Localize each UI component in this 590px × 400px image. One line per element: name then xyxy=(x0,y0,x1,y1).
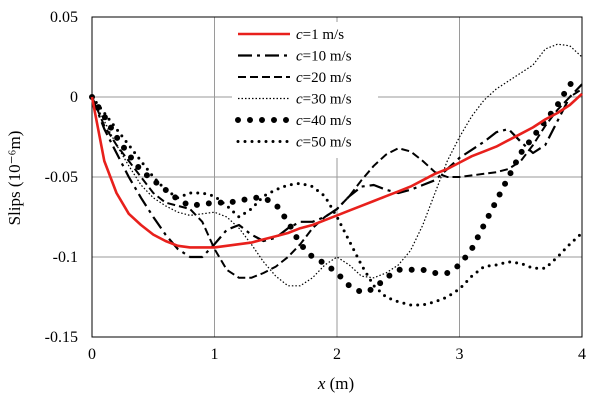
legend-label-variable: c xyxy=(296,49,303,65)
legend-label-variable: c xyxy=(296,113,303,129)
x-axis-label-unit: (m) xyxy=(325,374,354,393)
y-tick-label: -0.15 xyxy=(45,329,78,346)
legend-label-value: =50 m/s xyxy=(303,135,352,151)
plot-frame xyxy=(91,16,583,338)
legend-label-1: c=1 m/s xyxy=(296,27,344,43)
legend-label-variable: c xyxy=(296,27,303,43)
x-tick-label: 4 xyxy=(578,346,586,363)
legend-label-5: c=40 m/s xyxy=(296,113,352,129)
legend: c=1 m/sc=10 m/sc=20 m/sc=30 m/sc=40 m/sc… xyxy=(232,22,378,158)
x-axis-label: x (m) xyxy=(317,374,354,393)
tick-labels: 0 1 2 3 4 0.05 0 -0.05 -0.1 -0.15 xyxy=(45,9,586,363)
x-tick-label: 1 xyxy=(211,346,219,363)
x-tick-label: 0 xyxy=(88,346,96,363)
legend-label-value: =10 m/s xyxy=(303,49,352,65)
legend-label-value: =20 m/s xyxy=(303,70,352,86)
legend-label-variable: c xyxy=(296,70,303,86)
y-axis-label: Slips (10⁻⁶m) xyxy=(5,131,24,226)
legend-background xyxy=(232,22,378,158)
legend-label-4: c=30 m/s xyxy=(296,92,352,108)
legend-label-value: =30 m/s xyxy=(303,92,352,108)
axes xyxy=(91,16,583,338)
legend-label-variable: c xyxy=(296,92,303,108)
series-line-5 xyxy=(89,78,585,296)
x-axis-label-variable: x xyxy=(317,374,326,393)
legend-label-value: =1 m/s xyxy=(303,27,345,43)
y-tick-label: 0.05 xyxy=(50,9,78,26)
y-tick-label: -0.1 xyxy=(53,249,78,266)
legend-label-2: c=10 m/s xyxy=(296,49,352,65)
series-group xyxy=(89,43,585,307)
legend-label-3: c=20 m/s xyxy=(296,70,352,86)
series-line-1 xyxy=(90,92,583,249)
x-tick-label: 2 xyxy=(333,346,341,363)
legend-label-6: c=50 m/s xyxy=(296,135,352,151)
legend-label-value: =40 m/s xyxy=(303,113,352,129)
y-tick-label: 0 xyxy=(70,89,78,106)
x-tick-label: 3 xyxy=(456,346,464,363)
legend-label-variable: c xyxy=(296,135,303,151)
y-tick-label: -0.05 xyxy=(45,169,78,186)
